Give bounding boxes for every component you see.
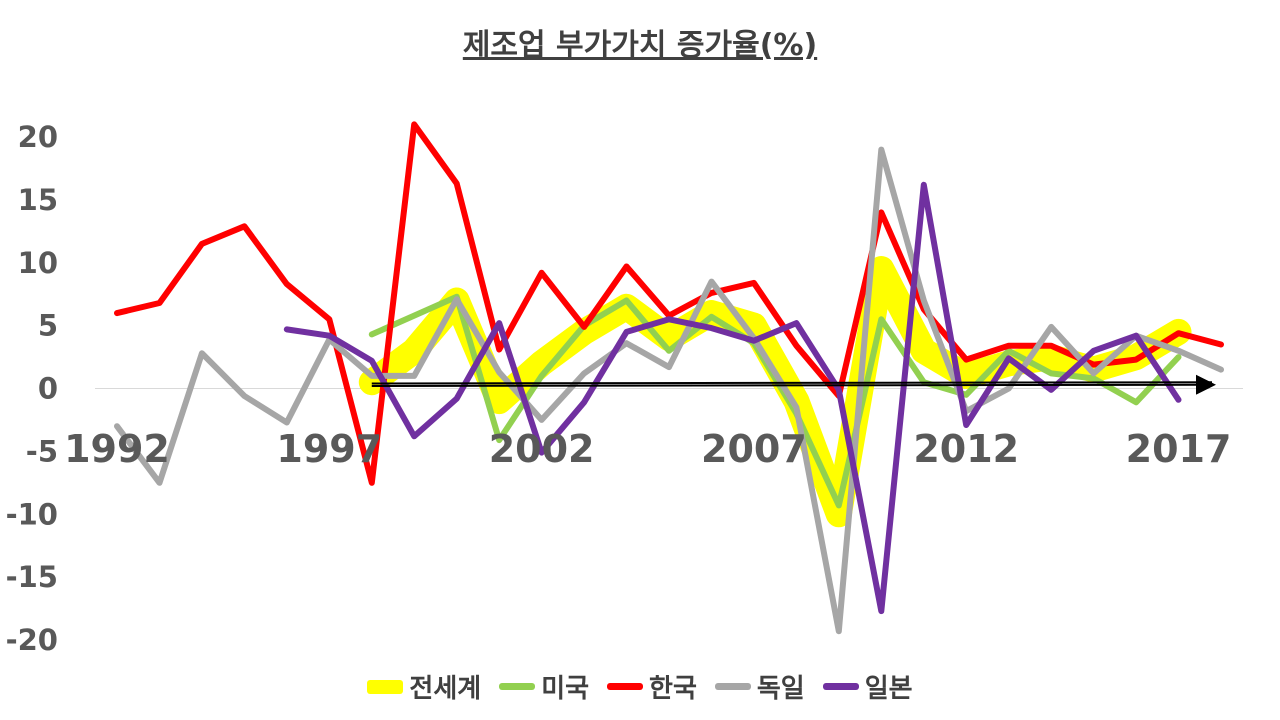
legend-item: 미국 [499, 668, 589, 705]
series-line-1 [358, 256, 1192, 528]
legend: 전세계 미국 한국 독일 일본 [0, 668, 1280, 705]
trend-arrow [371, 381, 1213, 385]
y-tick-label: 10 [18, 246, 58, 280]
series-line-5 [283, 181, 1182, 615]
x-tick-label: 2012 [913, 427, 1019, 471]
legend-item: 한국 [607, 668, 697, 705]
legend-label: 미국 [541, 674, 590, 704]
legend-item: 전세계 [367, 668, 481, 705]
y-tick-label: 20 [18, 120, 58, 154]
legend-label: 전세계 [409, 674, 482, 704]
x-tick-label: 1992 [64, 427, 170, 471]
x-tick-label: 2017 [1126, 427, 1232, 471]
y-tick-label: -10 [6, 497, 58, 531]
y-tick-label: -20 [6, 623, 58, 657]
legend-label: 독일 [756, 674, 805, 704]
y-tick-label: 0 [38, 372, 58, 406]
legend-swatch [607, 683, 644, 690]
legend-label: 일본 [864, 674, 913, 704]
y-tick-label: -15 [6, 560, 58, 594]
x-tick-label: 1997 [276, 427, 382, 471]
legend-swatch [822, 683, 859, 690]
y-tick-label: 15 [18, 183, 58, 217]
legend-swatch [499, 683, 536, 690]
series-line-4 [114, 146, 1224, 635]
y-tick-label: -5 [26, 434, 58, 468]
legend-swatch [367, 679, 404, 694]
legend-label: 한국 [649, 674, 697, 704]
legend-swatch [714, 683, 751, 690]
legend-item: 일본 [822, 668, 913, 705]
x-tick-label: 2002 [489, 427, 595, 471]
chart-title: 제조업 부가가치 증가율(%) [462, 28, 818, 63]
trend-arrow [371, 374, 1216, 395]
y-tick-label: 5 [38, 309, 58, 343]
x-tick-label: 2007 [701, 427, 807, 471]
legend-item: 독일 [714, 668, 805, 705]
